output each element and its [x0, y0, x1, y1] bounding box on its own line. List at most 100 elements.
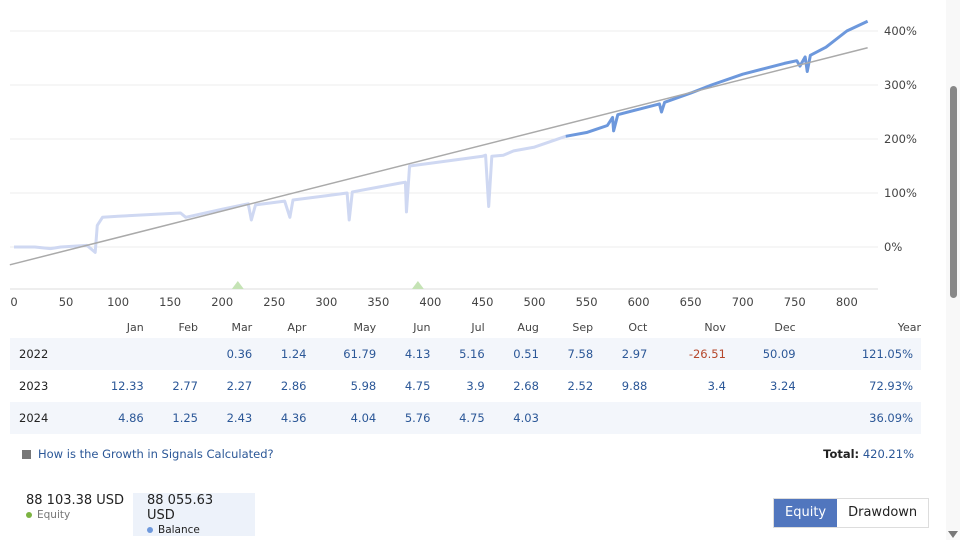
x-tick-label: 400 — [419, 295, 441, 309]
y-tick-label: 100% — [884, 186, 917, 200]
growth-cell — [647, 402, 726, 434]
growth-cell: 50.09 — [725, 338, 796, 370]
month-header: Jun — [413, 320, 431, 334]
x-tick-label: 500 — [524, 295, 546, 309]
table-row: 2024 4.86 1.25 2.43 4.36 4.04 5.76 4.75 4.03 36.0… — [10, 402, 921, 434]
monthly-growth-table: Jan Feb Mar Apr May Jun Jul Aug Sep Oct Nov Dec Year… — [10, 316, 921, 434]
month-header: Sep — [572, 320, 594, 334]
growth-cell: 5.16 — [430, 338, 485, 370]
x-tick-label: 100 — [107, 295, 129, 309]
deposit-marker-icon — [231, 281, 244, 289]
corner-header — [10, 316, 74, 338]
x-tick-label: 350 — [367, 295, 389, 309]
total-growth: Total: 420.21% — [823, 447, 914, 461]
scrollbar[interactable] — [946, 0, 960, 540]
growth-cell: 0.51 — [484, 338, 539, 370]
year-cell: 2024 — [10, 402, 74, 434]
growth-cell: 12.33 — [110, 379, 144, 393]
scrollbar-thumb[interactable] — [950, 86, 957, 298]
drawdown-button[interactable]: Drawdown — [848, 505, 918, 520]
balance-line — [565, 19, 869, 138]
total-label: Total: — [823, 447, 860, 461]
x-tick-label: 700 — [732, 295, 754, 309]
equity-label: Equity — [37, 509, 71, 521]
x-tick-label: 250 — [263, 295, 285, 309]
equity-value: 88 103.38 USD — [26, 493, 125, 508]
growth-cell — [538, 402, 594, 434]
y-tick-label: 300% — [884, 78, 917, 92]
total-value: 420.21% — [862, 447, 914, 461]
x-tick-label: 450 — [471, 295, 493, 309]
growth-cell: 61.79 — [306, 338, 377, 370]
equity-button[interactable]: Equity — [774, 499, 838, 527]
month-header: Jan — [126, 320, 144, 334]
growth-cell: 3.4 — [707, 379, 726, 393]
balance-dot-icon — [147, 527, 153, 533]
help-link-text[interactable]: How is the Growth in Signals Calculated? — [38, 447, 274, 461]
year-cell: 2023 — [19, 379, 49, 393]
month-header: Jul — [471, 320, 485, 334]
growth-cell: 1.24 — [252, 338, 307, 370]
y-tick-label: 200% — [884, 132, 917, 146]
growth-cell: 7.58 — [538, 338, 594, 370]
growth-cell: 2.97 — [593, 338, 648, 370]
month-header: Oct — [628, 320, 648, 334]
growth-cell: 2.43 — [197, 402, 253, 434]
growth-cell: 0.36 — [197, 338, 253, 370]
growth-help-link[interactable]: How is the Growth in Signals Calculated? — [22, 447, 274, 461]
x-tick-label: 50 — [59, 295, 74, 309]
growth-cell: -26.51 — [647, 338, 726, 370]
x-tick-label: 650 — [680, 295, 702, 309]
x-tick-label: 300 — [315, 295, 337, 309]
scroll-down-icon[interactable] — [948, 531, 958, 538]
growth-cell: 36.09% — [795, 402, 921, 434]
growth-cell: 5.76 — [376, 402, 431, 434]
month-header: May — [353, 320, 377, 334]
growth-cell: 2.77 — [172, 379, 198, 393]
x-tick-label: 550 — [576, 295, 598, 309]
growth-cell: 4.04 — [306, 402, 377, 434]
growth-cell: 121.05% — [795, 338, 921, 370]
growth-cell: 9.88 — [621, 379, 648, 393]
table-row: 2022 0.36 1.24 61.79 4.13 5.16 0.51 7.58 2.97 -26… — [10, 338, 921, 370]
balance-stat: 88 055.63 USD Balance — [133, 493, 255, 536]
growth-chart: 400% 300% 200% 100% 0% 0 50 100 150 200 250 300 350 4… — [9, 19, 917, 309]
growth-cell: 4.86 — [74, 402, 144, 434]
growth-cell: 4.03 — [484, 402, 539, 434]
growth-cell: 3.9 — [466, 379, 485, 393]
x-tick-label: 200 — [211, 295, 233, 309]
month-header: Feb — [178, 320, 198, 334]
balance-value: 88 055.63 USD — [147, 493, 214, 523]
month-header: Aug — [517, 320, 539, 334]
x-tick-label: 800 — [836, 295, 858, 309]
growth-cell: 3.24 — [770, 379, 796, 393]
balance-line — [14, 134, 567, 254]
deposit-marker-icon — [411, 281, 424, 289]
month-header: Mar — [231, 320, 253, 334]
growth-cell: 2.68 — [513, 379, 539, 393]
table-row: 2023 12.33 2.77 2.27 2.86 5.98 4.75 3.9 2.68 2.52… — [10, 370, 921, 402]
growth-cell: 2.27 — [226, 379, 253, 393]
y-tick-label: 0% — [884, 240, 902, 254]
x-tick-label: 150 — [159, 295, 181, 309]
trend-line — [9, 47, 868, 266]
equity-dot-icon — [26, 512, 32, 518]
x-tick-label: 600 — [628, 295, 650, 309]
growth-cell: 4.75 — [430, 402, 485, 434]
growth-cell: 2.86 — [280, 379, 307, 393]
y-tick-label: 400% — [884, 24, 917, 38]
equity-stat: 88 103.38 USD Equity — [12, 493, 138, 536]
chart-mode-toggle: Equity Drawdown — [773, 498, 930, 528]
growth-cell: 4.75 — [404, 379, 431, 393]
balance-label: Balance — [158, 524, 200, 536]
month-header: Apr — [287, 320, 307, 334]
year-cell: 2022 — [10, 338, 74, 370]
growth-cell: 1.25 — [143, 402, 198, 434]
x-tick-label: 750 — [784, 295, 806, 309]
book-icon — [22, 449, 31, 459]
growth-cell: 5.98 — [350, 379, 377, 393]
growth-cell — [725, 402, 796, 434]
growth-cell: 72.93% — [869, 379, 913, 393]
month-header: Nov — [704, 320, 726, 334]
growth-cell: 4.13 — [376, 338, 431, 370]
